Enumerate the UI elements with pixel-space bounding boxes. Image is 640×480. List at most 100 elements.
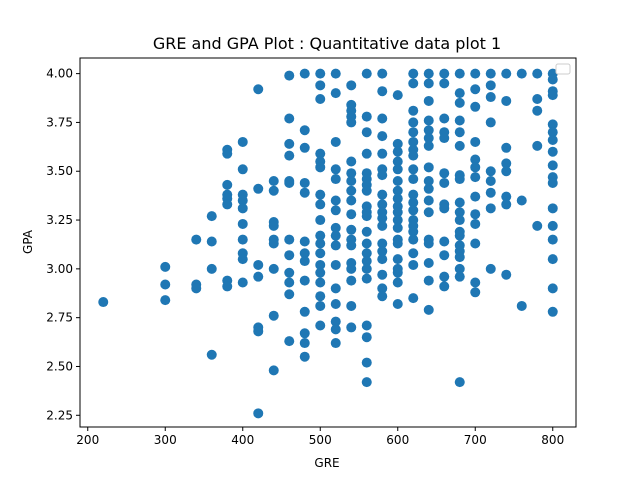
scatter-point bbox=[361, 127, 372, 138]
scatter-point bbox=[330, 222, 341, 233]
scatter-point bbox=[439, 168, 450, 179]
scatter-point bbox=[237, 203, 248, 214]
scatter-point bbox=[268, 263, 279, 274]
scatter-point bbox=[470, 101, 481, 112]
scatter-point bbox=[361, 211, 372, 222]
scatter-point bbox=[299, 187, 310, 198]
scatter-point bbox=[485, 166, 496, 177]
scatter-point bbox=[547, 127, 558, 138]
scatter-point bbox=[299, 248, 310, 259]
scatter-point bbox=[299, 338, 310, 349]
scatter-point bbox=[206, 263, 217, 274]
scatter-point bbox=[361, 357, 372, 368]
scatter-point bbox=[423, 275, 434, 286]
scatter-point bbox=[361, 263, 372, 274]
scatter-point bbox=[454, 207, 465, 218]
scatter-point bbox=[408, 127, 419, 138]
scatter-point bbox=[330, 283, 341, 294]
scatter-point bbox=[361, 320, 372, 331]
scatter-point bbox=[330, 195, 341, 206]
scatter-point bbox=[516, 68, 527, 79]
scatter-point bbox=[470, 238, 481, 249]
scatter-point bbox=[284, 234, 295, 245]
scatter-point bbox=[237, 164, 248, 175]
scatter-point bbox=[237, 195, 248, 206]
scatter-point bbox=[315, 291, 326, 302]
scatter-point bbox=[454, 271, 465, 282]
scatter-point bbox=[408, 117, 419, 128]
scatter-point bbox=[454, 197, 465, 208]
scatter-point bbox=[377, 148, 388, 159]
scatter-point bbox=[346, 156, 357, 167]
scatter-point bbox=[268, 365, 279, 376]
scatter-point bbox=[315, 259, 326, 270]
scatter-point bbox=[408, 78, 419, 89]
scatter-point bbox=[408, 234, 419, 245]
scatter-point bbox=[284, 113, 295, 124]
scatter-point bbox=[501, 142, 512, 153]
scatter-point bbox=[346, 209, 357, 220]
scatter-point bbox=[392, 193, 403, 204]
scatter-point bbox=[330, 174, 341, 185]
scatter-point bbox=[222, 179, 233, 190]
scatter-point bbox=[470, 191, 481, 202]
scatter-point bbox=[408, 136, 419, 147]
scatter-point bbox=[315, 80, 326, 91]
scatter-point bbox=[315, 320, 326, 331]
scatter-point bbox=[516, 300, 527, 311]
scatter-point bbox=[547, 283, 558, 294]
scatter-point bbox=[377, 199, 388, 210]
scatter-point bbox=[299, 351, 310, 362]
x-tick-label: 300 bbox=[154, 433, 177, 447]
scatter-point bbox=[253, 271, 264, 282]
scatter-point bbox=[547, 146, 558, 157]
scatter-point bbox=[346, 322, 357, 333]
scatter-point bbox=[392, 277, 403, 288]
scatter-point bbox=[377, 291, 388, 302]
scatter-point bbox=[346, 168, 357, 179]
scatter-point bbox=[547, 203, 558, 214]
x-tick-label: 600 bbox=[386, 433, 409, 447]
scatter-point bbox=[501, 199, 512, 210]
scatter-point bbox=[470, 162, 481, 173]
scatter-point bbox=[547, 234, 558, 245]
scatter-point bbox=[532, 220, 543, 231]
scatter-point bbox=[315, 238, 326, 249]
scatter-point bbox=[377, 254, 388, 265]
scatter-point bbox=[470, 154, 481, 165]
scatter-point bbox=[454, 97, 465, 108]
scatter-point bbox=[253, 84, 264, 95]
scatter-point bbox=[547, 119, 558, 130]
scatter-point bbox=[470, 209, 481, 220]
scatter-point bbox=[470, 218, 481, 229]
scatter-point bbox=[330, 68, 341, 79]
scatter-point bbox=[439, 177, 450, 188]
scatter-point bbox=[330, 164, 341, 175]
scatter-point bbox=[501, 68, 512, 79]
scatter-point bbox=[361, 332, 372, 343]
scatter-point bbox=[392, 90, 403, 101]
scatter-point bbox=[330, 240, 341, 251]
scatter-point bbox=[485, 263, 496, 274]
scatter-point bbox=[284, 336, 295, 347]
scatter-point bbox=[392, 207, 403, 218]
scatter-point bbox=[315, 267, 326, 278]
y-tick-label: 3.50 bbox=[46, 164, 73, 178]
scatter-point bbox=[191, 283, 202, 294]
scatter-point bbox=[547, 220, 558, 231]
scatter-point bbox=[423, 95, 434, 106]
scatter-point bbox=[268, 310, 279, 321]
scatter-point bbox=[315, 148, 326, 159]
scatter-point bbox=[284, 250, 295, 261]
scatter-point bbox=[268, 238, 279, 249]
scatter-point bbox=[237, 136, 248, 147]
scatter-point bbox=[315, 199, 326, 210]
x-tick-label: 700 bbox=[464, 433, 487, 447]
scatter-point bbox=[299, 306, 310, 317]
scatter-point bbox=[361, 226, 372, 237]
scatter-point bbox=[408, 226, 419, 237]
axes-frame bbox=[79, 57, 577, 428]
scatter-point bbox=[485, 176, 496, 186]
scatter-point bbox=[454, 88, 465, 99]
